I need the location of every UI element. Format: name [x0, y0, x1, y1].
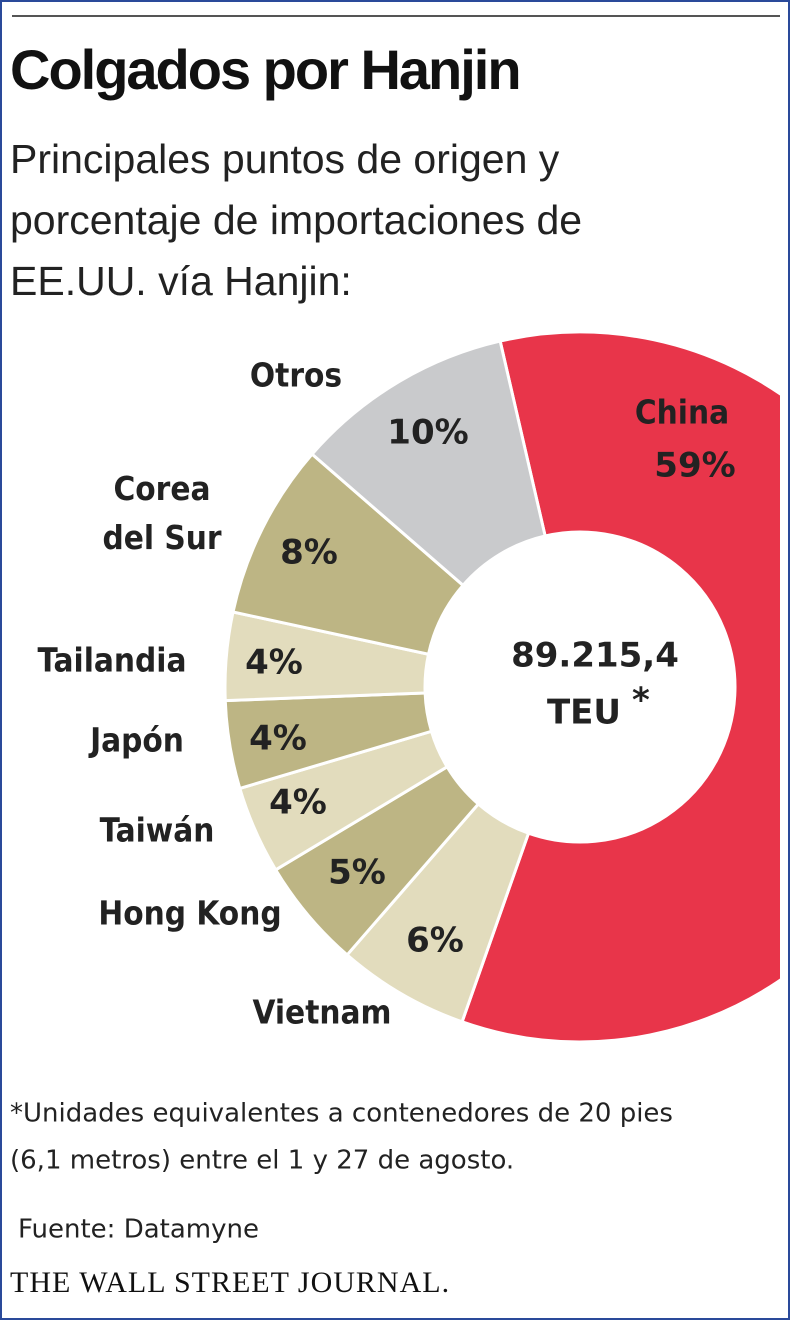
- center-mark: *: [632, 681, 650, 721]
- subtitle-line: Principales puntos de origen y: [10, 136, 560, 182]
- category-label: Taiwán: [100, 811, 215, 850]
- center-value: 89.215,4: [511, 636, 679, 676]
- footnote-line: (6,1 metros) entre el 1 y 27 de agosto.: [10, 1146, 514, 1176]
- category-label: Corea del Sur: [102, 469, 221, 557]
- center-unit: TEU: [547, 693, 621, 733]
- category-label: Japón: [88, 721, 184, 760]
- value-label: 6%: [406, 921, 464, 961]
- donut-slice: [309, 339, 547, 588]
- value-label: 8%: [280, 533, 338, 573]
- subtitle-line: EE.UU. vía Hanjin:: [10, 258, 352, 304]
- category-label: Hong Kong: [98, 894, 281, 933]
- footnote-line: *Unidades equivalentes a contenedores de…: [10, 1099, 673, 1129]
- value-label: 10%: [387, 413, 468, 453]
- value-label: 4%: [269, 783, 327, 823]
- category-label: China: [635, 393, 729, 432]
- subtitle-line: porcentaje de importaciones de: [10, 197, 582, 243]
- chart-title: Colgados por Hanjin: [10, 38, 520, 101]
- value-label: 4%: [245, 643, 303, 683]
- source: Fuente: Datamyne: [18, 1215, 259, 1245]
- publisher: THE WALL STREET JOURNAL.: [10, 1266, 450, 1299]
- category-label: Tailandia: [38, 641, 187, 680]
- category-label: Otros: [250, 356, 342, 395]
- value-label: 4%: [249, 719, 307, 759]
- value-label: 59%: [654, 446, 735, 486]
- category-label: Vietnam: [252, 993, 391, 1032]
- value-label: 5%: [328, 853, 386, 893]
- donut-slice: [460, 330, 780, 1044]
- donut: [223, 330, 780, 1044]
